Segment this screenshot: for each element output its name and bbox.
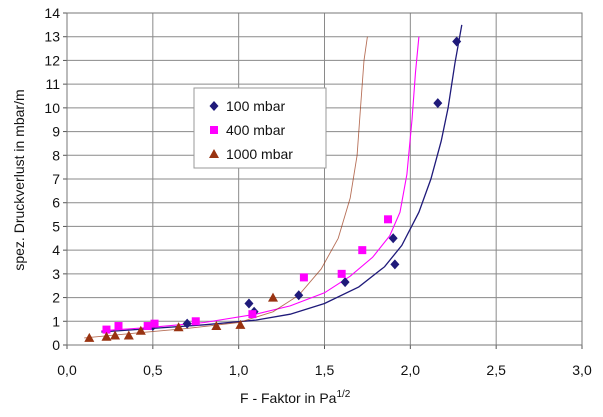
x-tick-label: 1,0 (229, 362, 249, 378)
data-point-1000-mbar (235, 319, 246, 329)
data-point-400-mbar (358, 246, 367, 255)
legend-marker-100-mbar (209, 101, 219, 111)
data-point-400-mbar (248, 310, 257, 319)
x-tick-label: 2,0 (401, 362, 421, 378)
x-axis-label-text: F - Faktor in Pa (240, 390, 337, 406)
x-tick-label: 0,0 (57, 362, 77, 378)
x-tick-label: 3,0 (572, 362, 592, 378)
gridlines (63, 12, 583, 349)
fit-line-100-mbar (101, 24, 463, 333)
fit-line-400-mbar (101, 36, 420, 332)
data-point-100-mbar (294, 290, 304, 301)
data-point-1000-mbar (110, 330, 121, 340)
legend-label: 100 mbar (226, 98, 285, 114)
y-tick-label: 5 (52, 218, 60, 234)
data-point-1000-mbar (101, 331, 112, 341)
fit-lines (84, 24, 463, 339)
data-point-400-mbar (337, 269, 346, 278)
plot-area (66, 12, 583, 346)
data-point-1000-mbar (123, 330, 134, 340)
data-point-400-mbar (299, 273, 308, 282)
data-point-400-mbar (143, 322, 152, 331)
x-axis-label-exponent: 1/2 (336, 389, 350, 400)
y-tick-label: 2 (52, 290, 60, 306)
data-point-100-mbar (244, 298, 254, 309)
data-point-400-mbar (191, 317, 200, 326)
data-point-100-mbar (452, 36, 462, 47)
y-tick-label: 13 (44, 29, 60, 45)
legend-items: 100 mbar 400 mbar 1000 mbar (209, 98, 293, 162)
legend-marker-1000-mbar (209, 149, 219, 158)
y-tick-label: 1 (52, 313, 60, 329)
x-tick-label: 2,5 (486, 362, 506, 378)
data-point-100-mbar (390, 259, 400, 270)
y-axis-label: spez. Druckverlust in mbar/m (11, 89, 27, 270)
data-point-400-mbar (384, 215, 393, 224)
data-point-400-mbar (102, 325, 111, 334)
data-point-400-mbar (114, 322, 123, 331)
data-point-1000-mbar (135, 325, 146, 335)
legend-label: 1000 mbar (226, 146, 293, 162)
data-point-100-mbar (182, 318, 192, 329)
x-tick-label: 1,5 (315, 362, 335, 378)
y-tick-label: 11 (45, 76, 60, 92)
x-tick-labels: 0,0 0,5 1,0 1,5 2,0 2,5 3,0 (57, 362, 592, 378)
data-point-100-mbar (340, 277, 350, 288)
y-tick-label: 12 (44, 52, 60, 68)
y-tick-label: 4 (52, 242, 60, 258)
y-tick-label: 7 (52, 171, 60, 187)
y-tick-label: 10 (44, 100, 60, 116)
y-tick-label: 14 (44, 5, 60, 21)
data-point-1000-mbar (173, 322, 184, 332)
y-tick-label: 0 (52, 337, 60, 353)
legend-marker-400-mbar (210, 126, 218, 134)
data-markers (84, 36, 462, 342)
y-tick-label: 8 (52, 147, 60, 163)
data-point-1000-mbar (84, 332, 95, 342)
legend: 100 mbar 400 mbar 1000 mbar (193, 87, 327, 169)
data-point-100-mbar (388, 233, 398, 244)
data-point-100-mbar (433, 98, 443, 109)
y-tick-label: 3 (52, 266, 60, 282)
data-point-400-mbar (150, 319, 159, 328)
x-axis-label: F - Faktor in Pa1/2 (240, 389, 351, 406)
data-point-1000-mbar (211, 321, 222, 331)
data-point-1000-mbar (268, 292, 278, 302)
y-tick-label: 6 (52, 195, 60, 211)
y-tick-label: 9 (52, 124, 60, 140)
legend-label: 400 mbar (226, 122, 285, 138)
x-tick-label: 0,5 (143, 362, 163, 378)
